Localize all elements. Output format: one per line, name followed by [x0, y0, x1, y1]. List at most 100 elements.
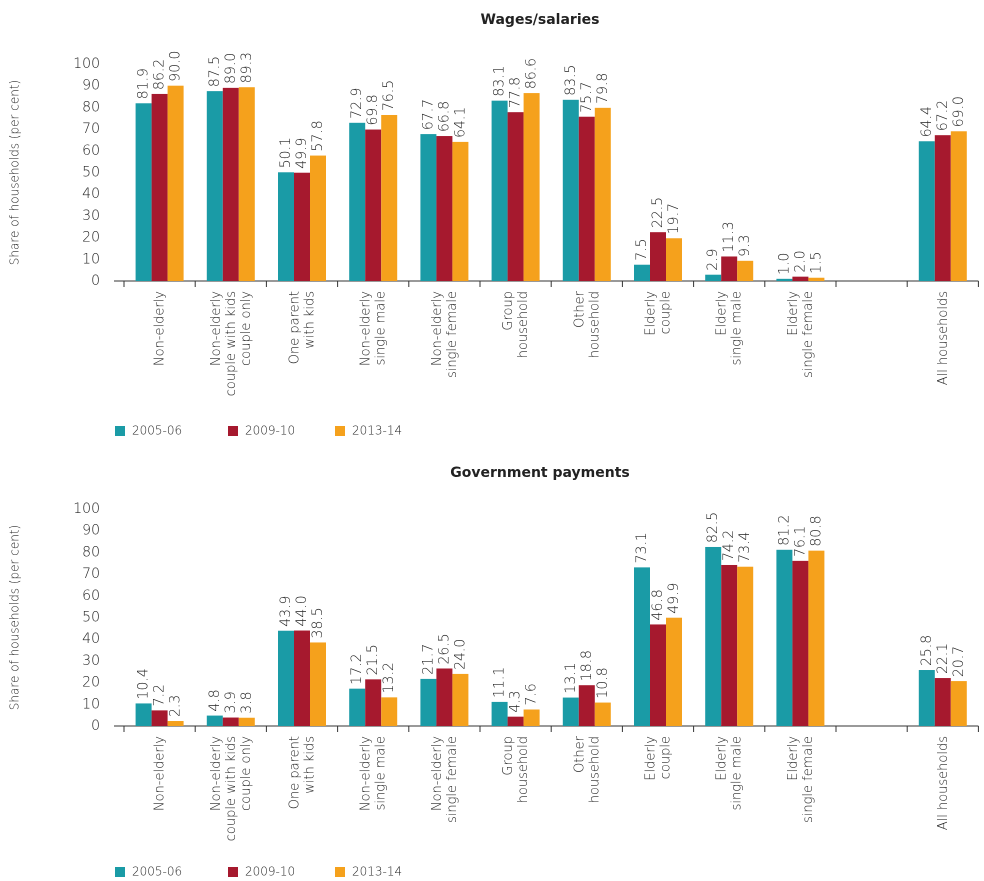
- x-tick-label-line: Elderly: [714, 291, 729, 336]
- legend-label: 2009-10: [245, 424, 295, 438]
- value-label: 82.5: [705, 512, 721, 543]
- x-tick-label-line: couple: [658, 736, 673, 779]
- bar: [349, 122, 366, 281]
- bar: [381, 697, 398, 726]
- value-label: 89.3: [239, 52, 255, 83]
- value-label: 13.1: [563, 662, 579, 693]
- x-tick-label-line: single female: [444, 736, 459, 823]
- value-label: 18.8: [579, 650, 595, 681]
- value-label: 77.8: [508, 77, 524, 108]
- value-label: 46.8: [650, 589, 666, 620]
- value-label: 7.6: [524, 683, 540, 705]
- x-tick-label-line: Elderly: [643, 291, 658, 336]
- x-tick-label-line: Group: [501, 291, 516, 331]
- value-label: 89.0: [223, 53, 239, 84]
- bar: [507, 716, 524, 726]
- x-tick-label-line: Elderly: [643, 736, 658, 781]
- chart-title: Government payments: [450, 465, 629, 481]
- legend-swatch: [115, 426, 125, 436]
- x-tick-label: One parentwith kids: [287, 736, 317, 809]
- bar: [776, 549, 793, 726]
- value-label: 13.2: [381, 662, 397, 693]
- value-label: 4.8: [207, 689, 223, 711]
- value-label: 86.2: [152, 59, 168, 90]
- bar: [452, 141, 469, 281]
- legend-swatch: [115, 867, 125, 877]
- value-label: 72.9: [349, 88, 365, 119]
- x-tick-label: Non-elderlycouple with kidscouple only: [208, 291, 253, 396]
- bar: [365, 679, 382, 726]
- x-tick-label-line: with kids: [302, 291, 317, 349]
- x-tick-label-line: One parent: [287, 736, 302, 809]
- value-label: 43.9: [278, 596, 294, 627]
- legend-swatch: [335, 867, 345, 877]
- x-tick-label-line: Other: [572, 290, 587, 328]
- value-label: 24.0: [452, 639, 468, 670]
- x-tick-label: Non-elderlycouple with kidscouple only: [208, 736, 253, 841]
- value-label: 1.5: [808, 251, 824, 273]
- bar: [737, 260, 754, 281]
- x-tick-label-line: Group: [501, 736, 516, 776]
- legend-label: 2005-06: [132, 865, 182, 879]
- y-tick-label: 20: [82, 675, 100, 691]
- bar: [310, 155, 326, 281]
- value-label: 79.8: [595, 73, 611, 104]
- x-tick-label-line: single female: [800, 291, 815, 378]
- y-axis-label: Share of households (per cent): [8, 525, 22, 710]
- value-label: 1.0: [776, 253, 792, 275]
- x-tick-label: Elderlycouple: [643, 291, 673, 336]
- bar: [934, 678, 951, 726]
- bar: [523, 709, 540, 726]
- value-label: 22.1: [935, 643, 951, 674]
- x-tick-label-line: All households: [935, 736, 950, 830]
- x-tick-label-line: household: [516, 291, 531, 358]
- x-tick-label-line: Non-elderly: [152, 291, 167, 366]
- y-tick-label: 80: [82, 544, 100, 560]
- bar: [222, 87, 239, 282]
- x-tick-label: Elderlysingle male: [714, 736, 744, 810]
- value-label: 50.1: [278, 137, 294, 168]
- y-tick-label: 50: [82, 165, 100, 181]
- value-label: 67.2: [935, 100, 951, 131]
- bar: [222, 717, 239, 726]
- value-label: 26.5: [436, 633, 452, 664]
- legend-label: 2013-14: [352, 865, 402, 879]
- legend-label: 2009-10: [245, 865, 295, 879]
- y-tick-label: 60: [82, 143, 100, 159]
- x-tick-label-line: couple with kids: [223, 736, 238, 841]
- x-tick-label-line: couple: [658, 291, 673, 334]
- bar: [918, 670, 935, 726]
- value-label: 7.5: [634, 238, 650, 260]
- bar: [491, 701, 508, 726]
- bar: [206, 715, 223, 726]
- x-tick-label: Non-elderlysingle male: [358, 291, 388, 366]
- y-tick-label: 80: [82, 99, 100, 115]
- y-tick-label: 60: [82, 588, 100, 604]
- value-label: 11.3: [721, 221, 737, 252]
- bar: [792, 560, 809, 726]
- bar: [792, 276, 809, 281]
- x-tick-label: Elderlysingle female: [785, 291, 815, 378]
- bar: [135, 703, 152, 726]
- bar: [294, 630, 310, 726]
- x-tick-label-line: single female: [444, 291, 459, 378]
- y-tick-label: 90: [82, 78, 100, 94]
- x-tick-label-line: household: [587, 291, 602, 358]
- x-tick-label-line: single male: [729, 291, 744, 365]
- value-label: 87.5: [207, 56, 223, 87]
- y-tick-label: 30: [82, 208, 100, 224]
- value-label: 57.8: [310, 120, 326, 151]
- x-tick-label-line: Non-elderly: [208, 291, 223, 366]
- y-tick-label: 0: [91, 718, 100, 734]
- bar: [310, 642, 326, 726]
- bar: [135, 103, 152, 281]
- y-tick-label: 100: [73, 56, 100, 72]
- x-tick-label-line: couple with kids: [223, 291, 238, 396]
- bar: [436, 136, 453, 281]
- bar: [238, 717, 255, 726]
- legend-label: 2013-14: [352, 424, 402, 438]
- bar: [349, 688, 366, 726]
- bar: [562, 697, 579, 726]
- bar: [934, 135, 951, 281]
